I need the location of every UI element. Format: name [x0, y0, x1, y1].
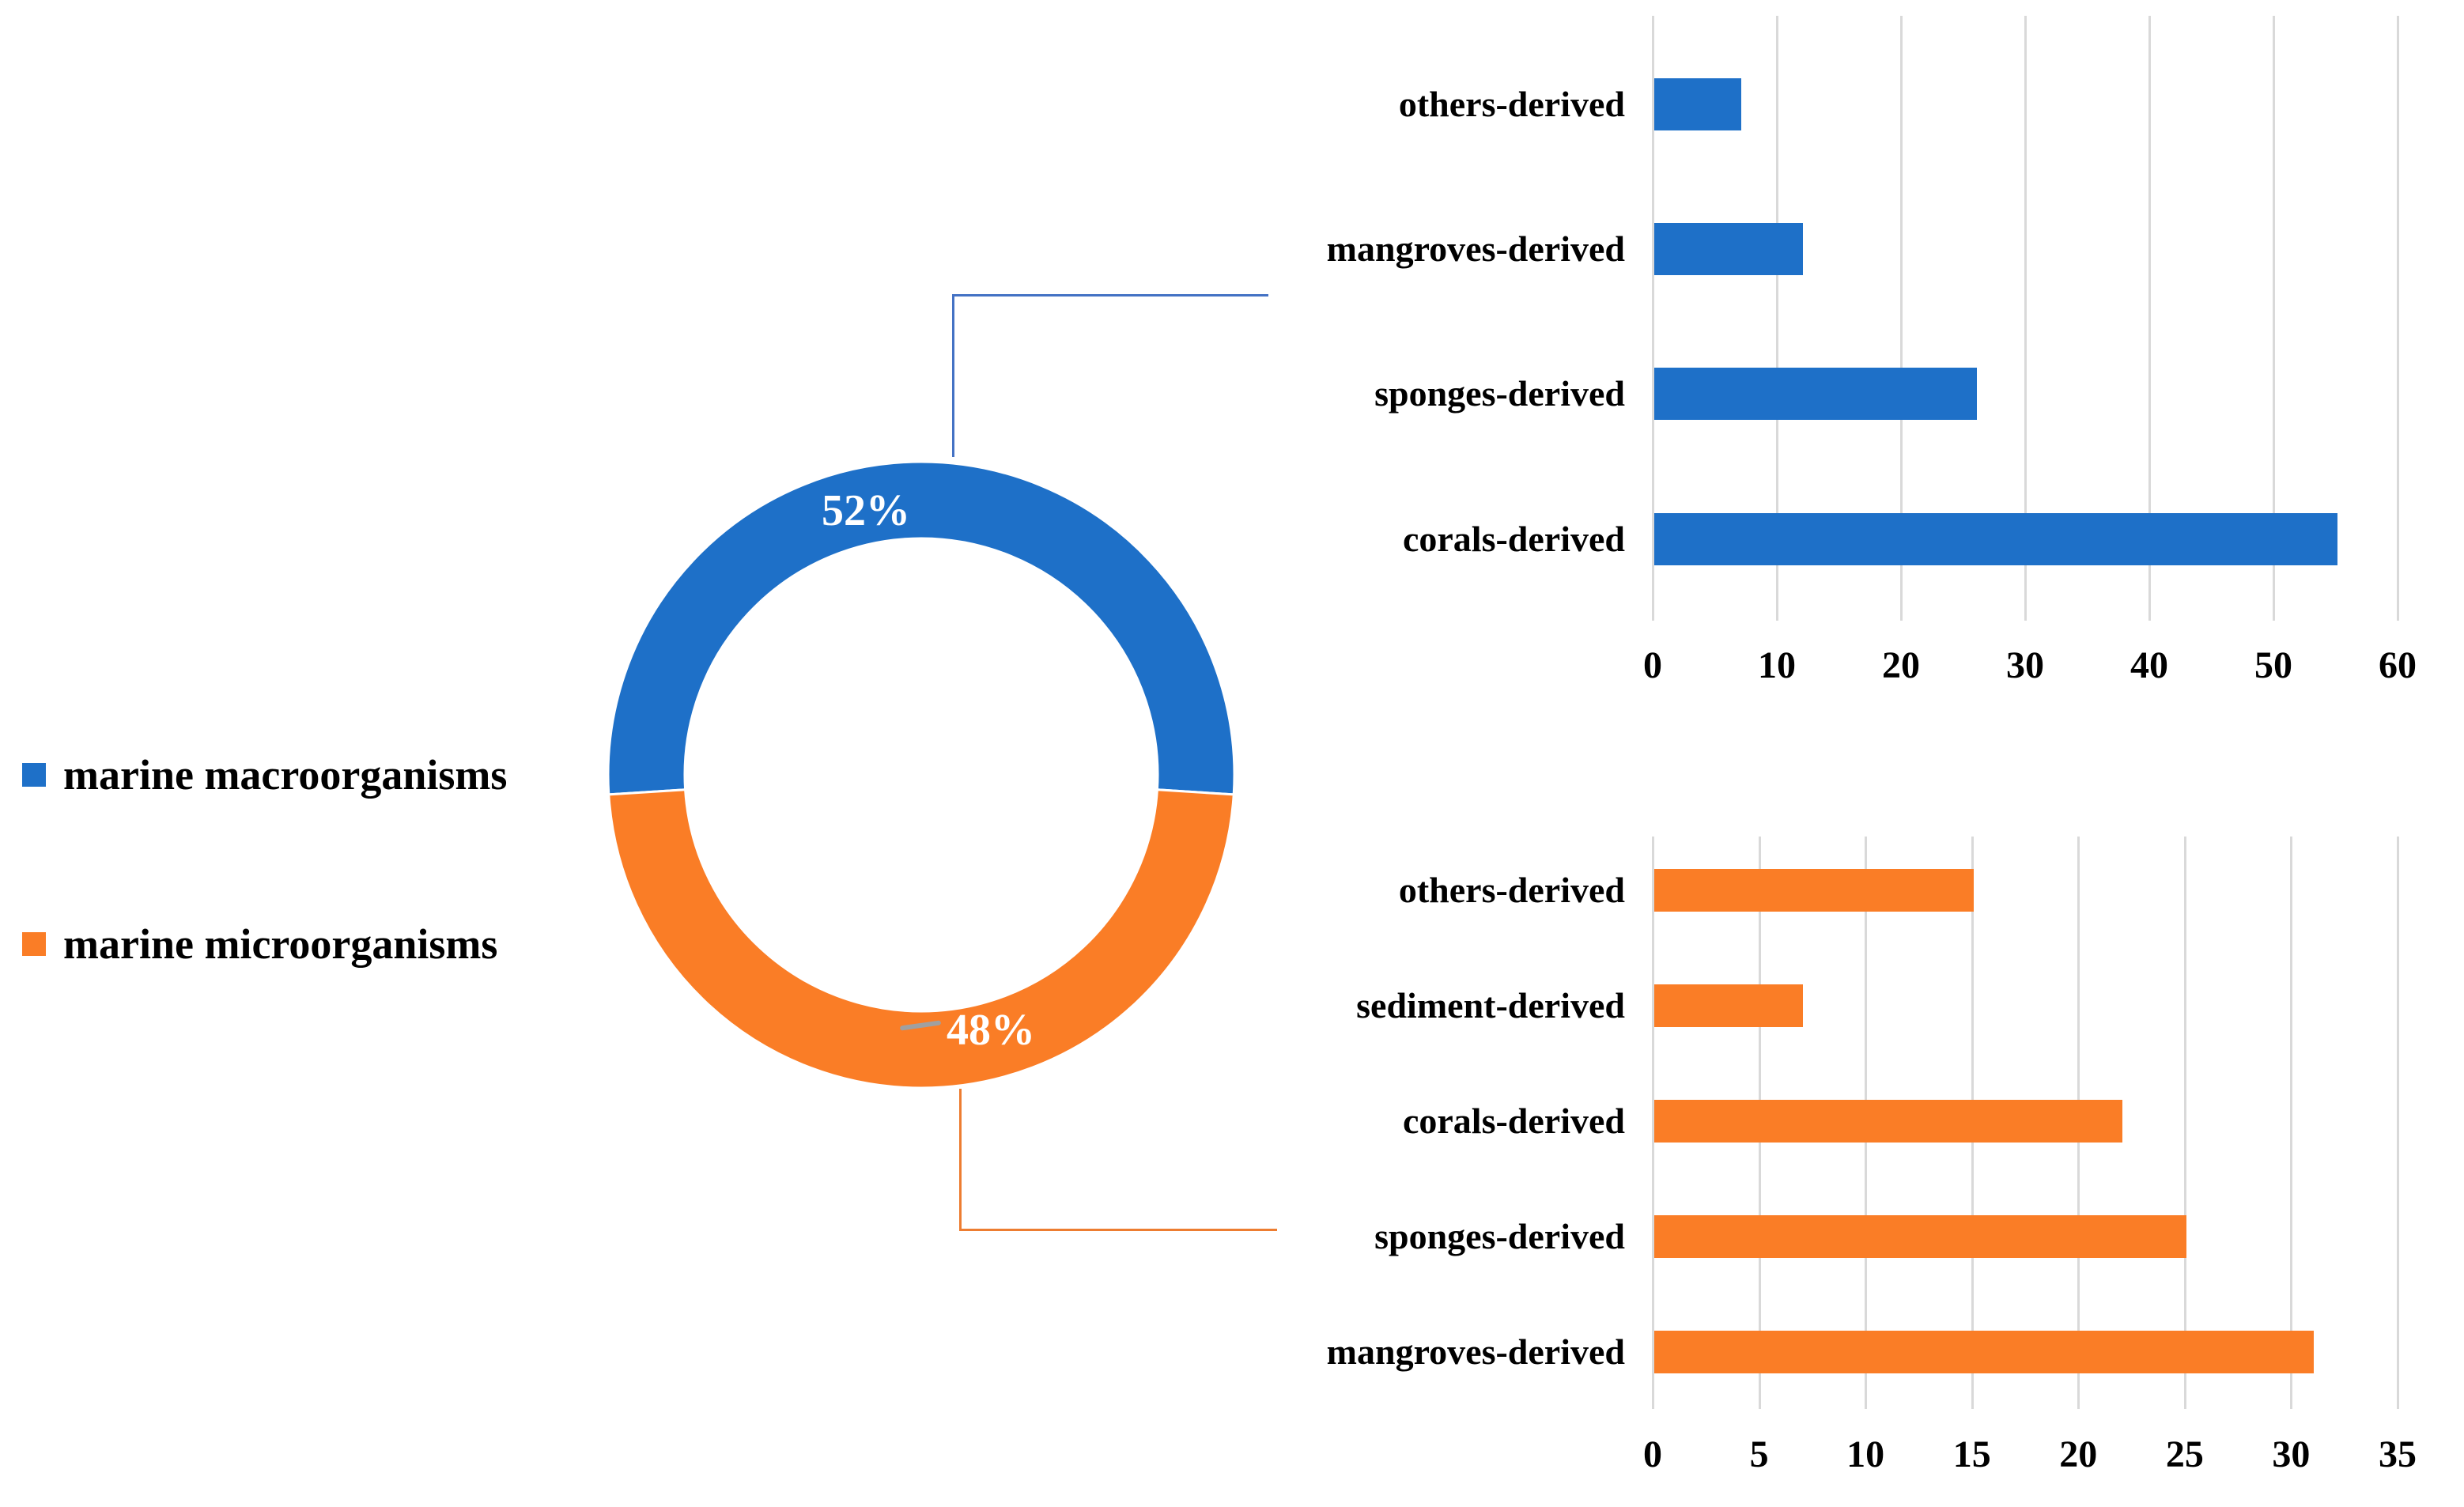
category-label-corals-derived: corals-derived — [1402, 519, 1625, 559]
x-tick-label-25: 25 — [2165, 1433, 2204, 1475]
gridline-x-60 — [2397, 16, 2399, 621]
donut-slice-macroorganisms — [607, 460, 1236, 796]
x-tick-label-0: 0 — [1643, 1433, 1662, 1475]
legend-item-microorganisms: marine microorganisms — [22, 919, 497, 969]
category-label-mangroves-derived: mangroves-derived — [1326, 229, 1625, 269]
gridline-x-30 — [2024, 16, 2027, 621]
donut-chart — [607, 460, 1236, 1090]
donut-label-macro-pct: 52% — [822, 486, 910, 535]
x-tick-label-20: 20 — [1882, 644, 1920, 686]
x-tick-label-35: 35 — [2379, 1433, 2417, 1475]
connector-orange-horizontal — [959, 1229, 1277, 1231]
category-label-mangroves-derived: mangroves-derived — [1326, 1331, 1625, 1372]
bar-corals-derived — [1654, 1100, 2123, 1143]
legend-swatch-orange-icon — [22, 932, 46, 956]
gridline-x-20 — [1900, 16, 1903, 621]
category-label-sponges-derived: sponges-derived — [1374, 1216, 1625, 1256]
gridline-x-25 — [2183, 837, 2186, 1409]
x-tick-label-5: 5 — [1749, 1433, 1769, 1475]
category-label-sponges-derived: sponges-derived — [1374, 373, 1625, 414]
bar-sponges-derived — [1654, 368, 1978, 420]
x-tick-label-40: 40 — [2130, 644, 2168, 686]
gridline-x-10 — [1776, 16, 1778, 621]
x-tick-label-15: 15 — [1952, 1433, 1991, 1475]
bar-sediment-derived — [1654, 984, 1804, 1027]
connector-blue-vertical — [952, 294, 954, 457]
gridline-x-50 — [2273, 16, 2275, 621]
x-tick-label-60: 60 — [2379, 644, 2417, 686]
category-label-sediment-derived: sediment-derived — [1356, 985, 1625, 1025]
category-label-others-derived: others-derived — [1398, 84, 1625, 124]
gridline-x-35 — [2397, 837, 2399, 1409]
x-tick-label-10: 10 — [1846, 1433, 1885, 1475]
gridline-x-0 — [1652, 837, 1654, 1409]
gridline-x-30 — [2290, 837, 2293, 1409]
gridline-x-0 — [1652, 16, 1654, 621]
x-tick-label-10: 10 — [1758, 644, 1796, 686]
bar-mangroves-derived — [1654, 1331, 2315, 1373]
x-tick-label-30: 30 — [2006, 644, 2044, 686]
bar-mangroves-derived — [1654, 223, 1804, 275]
bar-others-derived — [1654, 78, 1741, 130]
category-label-corals-derived: corals-derived — [1402, 1101, 1625, 1141]
x-tick-label-0: 0 — [1643, 644, 1662, 686]
legend-label: marine macroorganisms — [63, 751, 508, 799]
bar-others-derived — [1654, 869, 1974, 912]
donut-slice-microorganisms — [607, 788, 1235, 1090]
legend-label: marine microorganisms — [63, 920, 498, 968]
category-label-others-derived: others-derived — [1398, 870, 1625, 910]
donut-label-micro-pct: 48% — [947, 1006, 1035, 1055]
x-tick-label-30: 30 — [2272, 1433, 2311, 1475]
bar-corals-derived — [1654, 513, 2337, 565]
legend-item-macroorganisms: marine macroorganisms — [22, 750, 507, 800]
legend-swatch-blue-icon — [22, 763, 46, 787]
x-tick-label-50: 50 — [2254, 644, 2292, 686]
connector-orange-vertical — [959, 1089, 962, 1231]
x-tick-label-20: 20 — [2059, 1433, 2098, 1475]
connector-blue-horizontal — [952, 294, 1268, 296]
gridline-x-40 — [2148, 16, 2151, 621]
bar-sponges-derived — [1654, 1215, 2186, 1258]
